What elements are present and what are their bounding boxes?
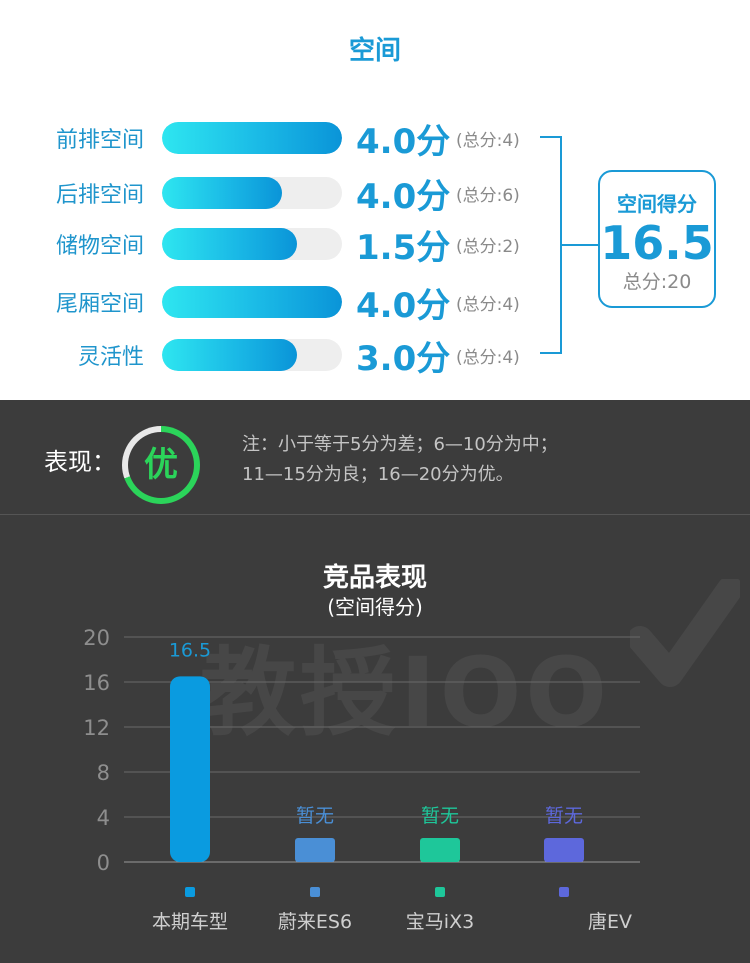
bar-data-label: 暂无: [296, 805, 334, 827]
space-section: 空间 前排空间 4.0分 (总分:4) 后排空间 4.0分 (总分:6) 储物空间 1.5分(…: [0, 0, 750, 400]
chart-bar: [544, 838, 584, 862]
grading-note-line-2: 11—15分为良；16—20分为优。: [242, 464, 514, 485]
space-row-bar-track: [162, 339, 342, 371]
grade-badge: 优: [128, 432, 194, 498]
space-row-bar-fill: [162, 286, 342, 318]
y-tick-label: 20: [83, 626, 110, 650]
space-row-score: 4.0分: [356, 122, 451, 162]
y-tick-label: 0: [97, 851, 110, 875]
x-category-label: 唐EV: [588, 911, 632, 933]
watermark-logo: 教授IOO: [200, 637, 611, 749]
grade-ring: 优: [122, 426, 200, 504]
space-row-total: (总分:4): [456, 348, 520, 368]
space-row-label: 灵活性: [77, 345, 144, 370]
y-tick-label: 8: [97, 761, 110, 785]
category-marker: [310, 887, 320, 897]
chart-title: 竞品表现: [322, 563, 427, 593]
score-bracket-link: [562, 244, 598, 246]
x-category-label: 蔚来ES6: [278, 911, 352, 933]
x-category-label: 宝马iX3: [406, 911, 474, 933]
y-tick-label: 4: [97, 806, 110, 830]
space-row-bar-track: [162, 177, 342, 209]
bar-data-label: 暂无: [545, 805, 583, 827]
space-row: 尾厢空间 4.0分 (总分:4): [0, 282, 560, 326]
space-row: 后排空间 4.0分 (总分:6): [0, 173, 560, 217]
chart-bar: [420, 838, 460, 862]
space-score-title: 空间得分: [617, 192, 697, 216]
chart-subtitle: (空间得分): [327, 595, 423, 619]
space-score-value: 16.5: [600, 216, 714, 270]
watermark-check-icon: [630, 579, 740, 687]
space-row-total: (总分:2): [456, 237, 520, 257]
space-title: 空间: [348, 36, 401, 66]
category-marker: [435, 887, 445, 897]
chart-bar: [295, 838, 335, 862]
y-tick-label: 12: [83, 716, 110, 740]
y-tick-label: 16: [83, 671, 110, 695]
space-row-score: 1.5分: [356, 228, 451, 268]
space-row-score: 4.0分: [356, 286, 451, 326]
space-row-label: 尾厢空间: [55, 292, 144, 317]
grading-note-line-1: 注：小于等于5分为差；6—10分为中；: [242, 434, 558, 455]
chart-bar: [170, 676, 210, 862]
space-row-total: (总分:4): [456, 131, 520, 151]
space-row-label: 后排空间: [55, 183, 144, 208]
space-row: 前排空间 4.0分 (总分:4): [0, 118, 560, 162]
bar-data-label: 暂无: [421, 805, 459, 827]
performance-label: 表现：: [44, 448, 116, 476]
space-row-bar-fill: [162, 339, 297, 371]
section-divider: [0, 514, 750, 515]
space-row: 储物空间 1.5分 (总分:2): [0, 224, 560, 268]
space-row-bar-fill: [162, 228, 297, 260]
space-row-total: (总分:6): [456, 186, 520, 206]
x-category-label: 本期车型: [152, 911, 228, 933]
space-row-label: 储物空间: [55, 234, 144, 259]
competitor-chart-section: 教授IOO 竞品表现 (空间得分) 0 4 8 12 16 20 16.5 本期车型 暂无蔚来E…: [0, 515, 750, 963]
space-row-bar-track: [162, 228, 342, 260]
bar-data-label: 16.5: [169, 639, 211, 661]
score-bracket: [540, 136, 562, 354]
category-marker: [185, 887, 195, 897]
space-row-score: 4.0分: [356, 177, 451, 217]
category-marker: [559, 887, 569, 897]
grading-note: 注：小于等于5分为差；6—10分为中； 11—15分为良；16—20分为优。: [242, 430, 712, 490]
space-row: 灵活性 3.0分 (总分:4): [0, 335, 560, 379]
space-row-total: (总分:4): [456, 295, 520, 315]
space-row-score: 3.0分: [356, 339, 451, 379]
space-row-bar-fill: [162, 122, 342, 154]
space-row-bar-fill: [162, 177, 282, 209]
performance-band: 表现： 优 注：小于等于5分为差；6—10分为中； 11—15分为良；16—20…: [0, 400, 750, 514]
space-row-bar-track: [162, 122, 342, 154]
space-row-bar-track: [162, 286, 342, 318]
space-score-box: 空间得分 16.5 总分:20: [598, 170, 716, 308]
space-score-total: 总分:20: [622, 271, 692, 293]
space-row-label: 前排空间: [55, 128, 144, 153]
